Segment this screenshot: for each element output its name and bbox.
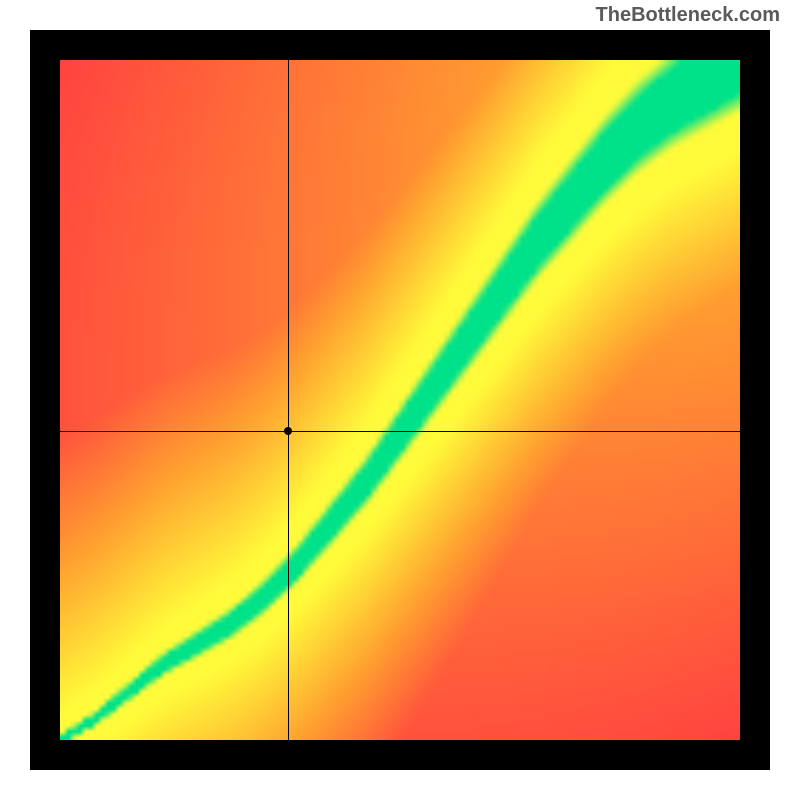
marker-dot: [284, 427, 292, 435]
crosshair-horizontal: [60, 431, 740, 432]
chart-container: TheBottleneck.com: [0, 0, 800, 800]
plot-area: [60, 60, 740, 740]
watermark-text: TheBottleneck.com: [596, 4, 780, 27]
heatmap-canvas: [60, 60, 740, 740]
crosshair-vertical: [288, 60, 289, 740]
plot-frame: [30, 30, 770, 770]
